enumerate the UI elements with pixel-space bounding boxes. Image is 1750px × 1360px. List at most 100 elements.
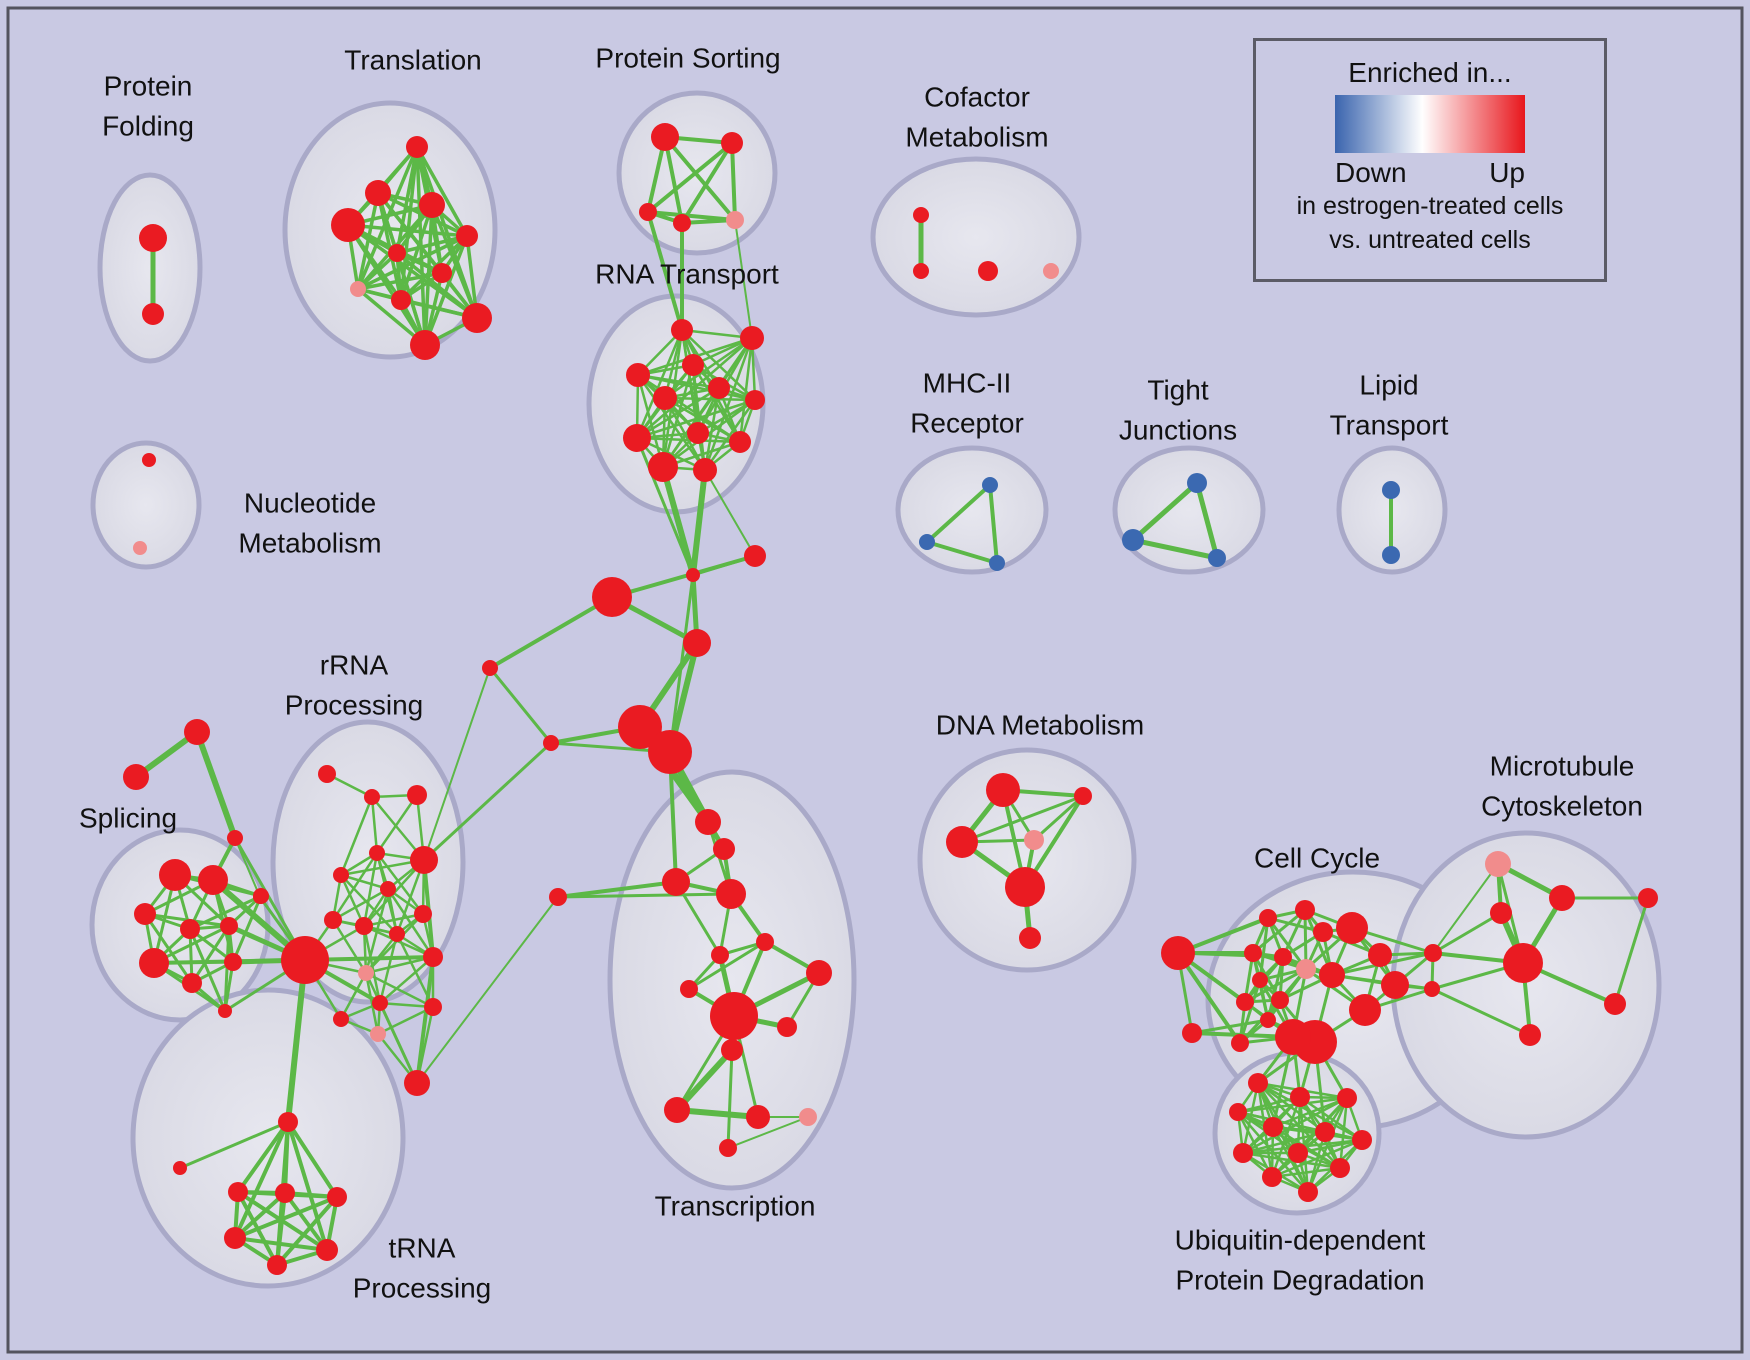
edge — [738, 336, 754, 444]
gene-set-node-x5 — [618, 705, 662, 749]
edge — [339, 873, 399, 936]
edge — [1298, 1095, 1364, 1142]
gene-set-node-x6 — [648, 730, 692, 774]
edge — [370, 795, 379, 855]
gene-set-node-mc5 — [1604, 993, 1626, 1015]
edge — [378, 955, 435, 1005]
gene-set-node-cm1 — [913, 207, 929, 223]
gene-set-node-b1 — [1424, 944, 1442, 962]
edge — [703, 386, 721, 472]
edge — [233, 1236, 329, 1252]
gene-set-node-r1 — [318, 765, 336, 783]
gene-set-node-x3 — [592, 577, 632, 617]
gene-set-node-u8 — [1233, 1143, 1253, 1163]
gene-set-node-r14 — [333, 1011, 349, 1027]
gene-set-node-cm4 — [1043, 263, 1059, 279]
gene-set-node-cc7 — [1296, 959, 1316, 979]
gene-set-node-ps3 — [639, 203, 657, 221]
edge — [660, 464, 696, 578]
gene-set-node-tr1 — [184, 719, 210, 745]
gene-set-node-h2 — [275, 1183, 295, 1203]
cluster-label-nucleotide-metabolism: Nucleotide — [244, 487, 376, 518]
edge — [331, 918, 368, 975]
cluster-label-microtubule-cytoskeleton: Cytoskeleton — [1481, 790, 1643, 821]
gene-set-node-d1 — [986, 773, 1020, 807]
edge — [1266, 916, 1308, 971]
gene-set-node-mc7 — [1638, 888, 1658, 908]
cluster-label-cofactor-metabolism: Cofactor — [924, 81, 1030, 112]
legend-subtitle-line1: in estrogen-treated cells — [1296, 192, 1564, 220]
gene-set-node-cc3 — [1336, 912, 1368, 944]
gene-set-node-r7 — [324, 911, 342, 929]
gene-set-node-u5 — [1263, 1117, 1283, 1137]
edge — [423, 667, 491, 861]
edge — [1190, 1018, 1270, 1035]
edge — [661, 398, 757, 469]
edge — [364, 955, 435, 975]
legend-box: Enriched in... Down Up in estrogen-treat… — [1253, 38, 1607, 282]
gene-set-node-rt4 — [682, 354, 704, 376]
gene-set-node-rt10 — [729, 431, 751, 453]
gene-set-node-r17 — [424, 998, 442, 1016]
gene-set-node-rt8 — [623, 424, 651, 452]
gene-set-node-t1 — [406, 136, 428, 158]
gene-set-node-x19 — [721, 1039, 743, 1061]
edge — [1130, 480, 1200, 543]
gene-set-node-tj1 — [1187, 473, 1207, 493]
gene-set-node-u6 — [1315, 1122, 1335, 1142]
edge — [283, 1191, 329, 1252]
cluster-ellipse-dna-metabolism — [917, 747, 1137, 973]
gene-set-node-ps2 — [721, 132, 743, 154]
gene-set-node-mc2 — [1549, 885, 1575, 911]
gene-set-node-tr2 — [123, 764, 149, 790]
legend-up-label: Up — [1489, 157, 1525, 188]
edge — [646, 210, 684, 332]
gene-set-node-u9 — [1288, 1143, 1308, 1163]
edge — [415, 955, 435, 1085]
edge — [285, 957, 308, 1125]
gene-set-node-d5 — [1005, 867, 1045, 907]
gene-set-node-s8 — [182, 973, 202, 993]
gene-set-node-mc1 — [1485, 851, 1511, 877]
gene-set-node-d6 — [1019, 927, 1041, 949]
gene-set-node-x11 — [716, 879, 746, 909]
cluster-ellipse-cofactor-metabolism — [870, 156, 1082, 318]
gene-set-node-b2 — [1424, 981, 1440, 997]
edge — [1130, 537, 1220, 561]
edge — [635, 436, 742, 444]
nodes-layer — [123, 123, 1658, 1275]
cluster-label-protein-folding: Protein — [104, 70, 193, 101]
cluster-label-rrna-processing: rRNA — [320, 649, 389, 680]
gene-set-node-r2 — [364, 789, 380, 805]
edge — [423, 234, 469, 347]
edge — [1238, 978, 1262, 1045]
figure-border — [6, 6, 1744, 1354]
edge — [1306, 1130, 1327, 1194]
edge — [488, 595, 614, 670]
edge — [415, 145, 469, 238]
gene-set-node-lt2 — [1382, 546, 1400, 564]
cluster-label-tight-junctions: Junctions — [1119, 414, 1237, 445]
edge — [663, 135, 737, 222]
gene-set-node-r4 — [369, 845, 385, 861]
gene-set-node-r6 — [410, 846, 438, 874]
edge — [395, 251, 479, 320]
edge — [331, 887, 390, 922]
gene-set-node-x23 — [719, 1139, 737, 1157]
gene-set-node-x22 — [799, 1108, 817, 1126]
edge — [395, 234, 469, 255]
edge — [356, 234, 469, 291]
edge — [395, 251, 427, 347]
edge — [674, 1047, 735, 1113]
gene-set-node-cc6 — [1274, 948, 1292, 966]
edge — [1270, 1166, 1342, 1179]
cluster-label-cell-cycle: Cell Cycle — [1254, 842, 1380, 873]
gene-set-node-cc1 — [1259, 909, 1277, 927]
gene-set-node-rt6 — [708, 377, 730, 399]
gene-set-node-cc13 — [1368, 943, 1392, 967]
edge — [1338, 1096, 1349, 1170]
cluster-label-nucleotide-metabolism: Metabolism — [238, 527, 381, 558]
gene-set-node-x17 — [710, 992, 758, 1040]
